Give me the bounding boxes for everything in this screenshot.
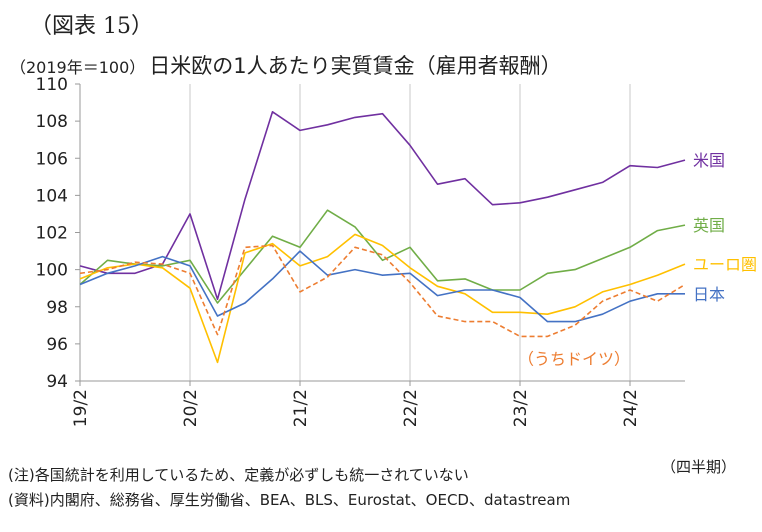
series-label-3: 日本 xyxy=(693,285,725,304)
x-tick-label: 22/2 xyxy=(401,389,421,427)
series-label-1: 英国 xyxy=(693,216,725,235)
series-line-1 xyxy=(79,209,686,304)
x-tick-label: 24/2 xyxy=(621,389,641,427)
source-note: (資料)内閣府、総務省、厚生労働省、BEA、BLS、Eurostat、OECD、… xyxy=(8,491,571,509)
y-tick-label: 94 xyxy=(46,372,68,392)
y-tick-label: 96 xyxy=(46,335,68,355)
series-line-2 xyxy=(79,233,686,364)
series-line-3 xyxy=(79,250,685,323)
y-tick-label: 98 xyxy=(46,298,68,318)
axis-layer: 94 96 98 100 102 104 106 108 110 19/2 20/2 21/2 22/2… xyxy=(36,75,685,427)
figure-label: （図表 15） xyxy=(30,14,153,39)
y-tick-label: 106 xyxy=(36,149,68,169)
series-layer xyxy=(79,111,686,364)
chart-title-block: （2019年＝100） 日米欧の1人あたり実質賃金（雇用者報酬） xyxy=(10,50,562,80)
y-tick-label: 110 xyxy=(36,75,68,95)
series-label-0: 米国 xyxy=(693,151,725,170)
chart-title: 日米欧の1人あたり実質賃金（雇用者報酬） xyxy=(149,54,562,78)
y-tick-label: 102 xyxy=(36,224,68,244)
series-line-0 xyxy=(79,111,686,301)
period-unit-label: （四半期） xyxy=(660,458,736,476)
base-year-label: （2019年＝100） xyxy=(10,58,146,77)
y-tick-label: 104 xyxy=(36,186,68,206)
series-label-2: ユーロ圏 xyxy=(693,255,757,274)
x-tick-label: 19/2 xyxy=(71,389,91,427)
footnote: (注)各国統計を利用しているため、定義が必ずしも統一されていない xyxy=(8,466,469,484)
series-line-4 xyxy=(79,244,686,338)
x-tick-label: 23/2 xyxy=(511,389,531,427)
y-tick-label: 108 xyxy=(36,112,68,132)
series-label-4: （うちドイツ） xyxy=(518,350,630,369)
y-tick-label: 100 xyxy=(36,261,68,281)
x-tick-label: 21/2 xyxy=(291,389,311,427)
x-tick-label: 20/2 xyxy=(181,389,201,427)
